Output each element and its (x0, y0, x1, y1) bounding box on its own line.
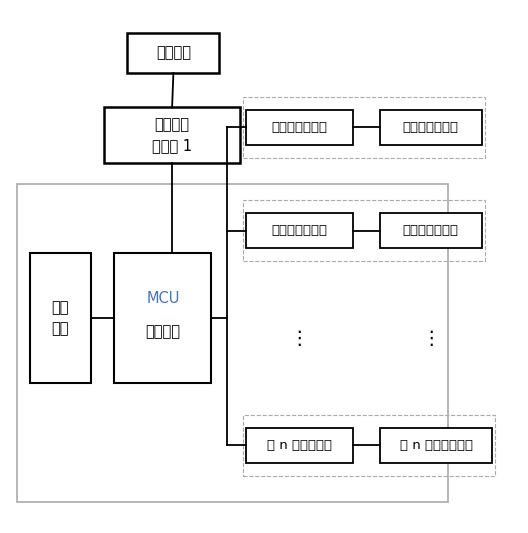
Text: 市电接口: 市电接口 (156, 46, 191, 61)
Bar (104, 108, 240, 163)
Bar (380, 110, 482, 144)
Bar (246, 428, 353, 463)
Text: ⋮: ⋮ (421, 328, 440, 348)
Bar (380, 428, 493, 463)
Bar (114, 253, 212, 383)
Bar (243, 200, 485, 261)
Bar (243, 97, 485, 158)
Text: 处理单元: 处理单元 (145, 324, 181, 339)
Text: ⋮: ⋮ (290, 328, 309, 348)
Text: 第二列针尖电极: 第二列针尖电极 (403, 224, 459, 237)
Bar (17, 184, 448, 503)
Text: 第二继电器模块: 第二继电器模块 (271, 224, 327, 237)
Bar (30, 253, 91, 383)
Text: MCU: MCU (146, 290, 180, 305)
Text: 电源
模块: 电源 模块 (52, 300, 69, 336)
Text: 第 n 列针尖电极组: 第 n 列针尖电极组 (400, 439, 473, 452)
Bar (243, 415, 495, 476)
Bar (127, 33, 219, 73)
Text: 第一继电器模块: 第一继电器模块 (271, 121, 327, 134)
Text: 第一列针尖电极: 第一列针尖电极 (403, 121, 459, 134)
Bar (246, 214, 353, 248)
Bar (380, 214, 482, 248)
Text: 脉冲电源
发生器 1: 脉冲电源 发生器 1 (152, 117, 192, 154)
Text: 第 n 继电器模块: 第 n 继电器模块 (267, 439, 332, 452)
Bar (246, 110, 353, 144)
